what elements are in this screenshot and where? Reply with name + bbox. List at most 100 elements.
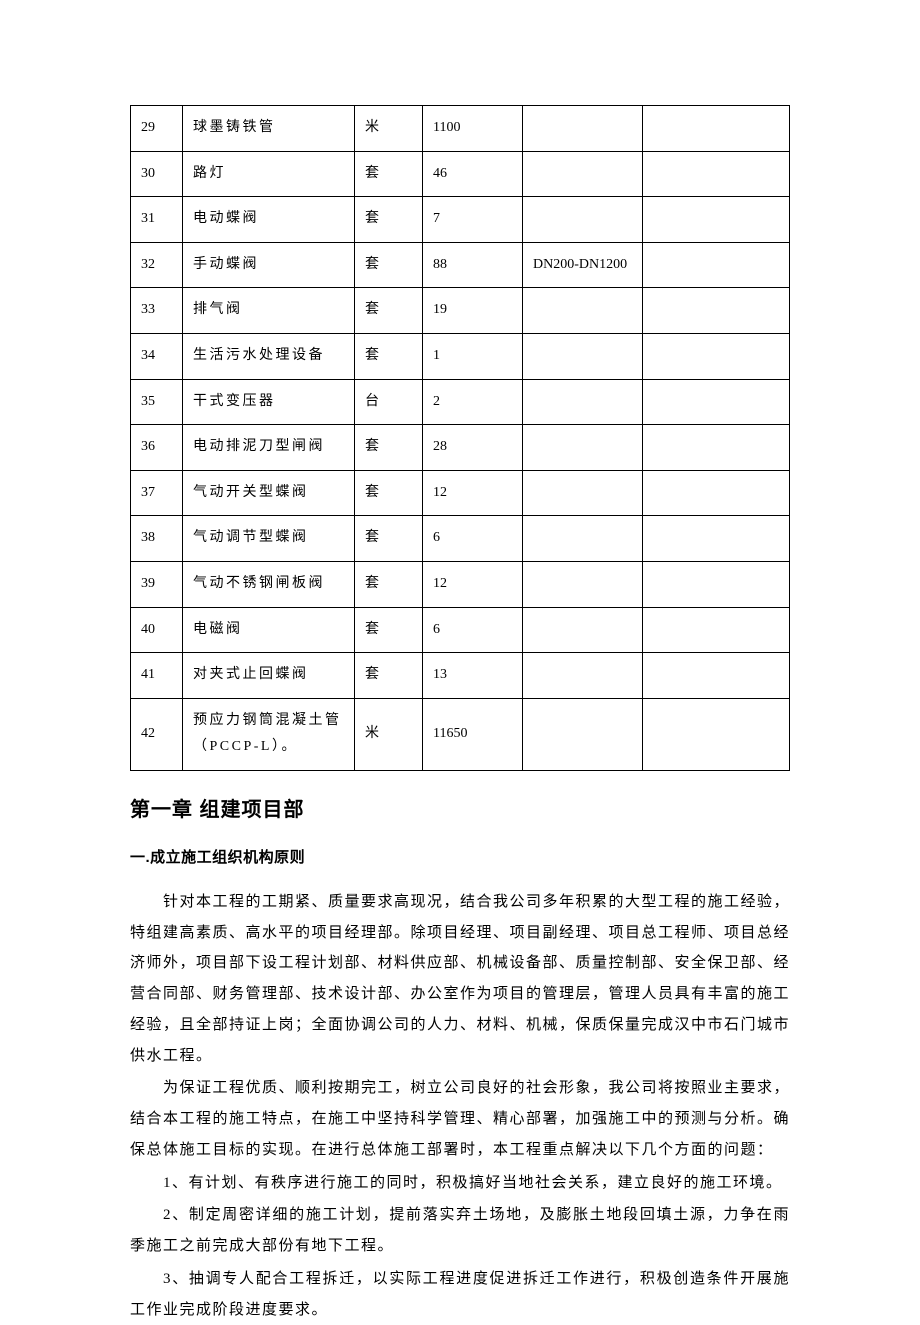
paragraph-5: 3、抽调专人配合工程拆迁，以实际工程进度促进拆迁工作进行，积极创造条件开展施工作… (130, 1264, 790, 1325)
cell-spec (523, 425, 643, 471)
cell-note (643, 379, 790, 425)
cell-note (643, 516, 790, 562)
cell-spec (523, 151, 643, 197)
cell-note (643, 607, 790, 653)
cell-qty: 1 (423, 333, 523, 379)
cell-spec (523, 470, 643, 516)
cell-note (643, 653, 790, 699)
cell-qty: 7 (423, 197, 523, 243)
cell-unit: 套 (355, 470, 423, 516)
cell-spec (523, 698, 643, 770)
cell-qty: 13 (423, 653, 523, 699)
cell-spec (523, 106, 643, 152)
cell-note (643, 470, 790, 516)
cell-unit: 套 (355, 151, 423, 197)
cell-unit: 米 (355, 106, 423, 152)
cell-name: 手动蝶阀 (183, 242, 355, 288)
table-row: 39气动不锈钢闸板阀套12 (131, 561, 790, 607)
cell-name: 气动不锈钢闸板阀 (183, 561, 355, 607)
table-row: 29球墨铸铁管米1100 (131, 106, 790, 152)
cell-unit: 套 (355, 288, 423, 334)
cell-unit: 套 (355, 561, 423, 607)
cell-spec (523, 288, 643, 334)
cell-qty: 19 (423, 288, 523, 334)
table-row: 34生活污水处理设备套1 (131, 333, 790, 379)
table-row: 40电磁阀套6 (131, 607, 790, 653)
cell-unit: 台 (355, 379, 423, 425)
cell-no: 32 (131, 242, 183, 288)
cell-name: 电磁阀 (183, 607, 355, 653)
cell-spec (523, 333, 643, 379)
cell-note (643, 698, 790, 770)
table-row: 37气动开关型蝶阀套12 (131, 470, 790, 516)
cell-note (643, 197, 790, 243)
cell-spec (523, 379, 643, 425)
section-title: 一.成立施工组织机构原则 (130, 846, 790, 867)
table-row: 41对夹式止回蝶阀套13 (131, 653, 790, 699)
cell-no: 33 (131, 288, 183, 334)
cell-note (643, 425, 790, 471)
cell-name: 气动开关型蝶阀 (183, 470, 355, 516)
cell-qty: 12 (423, 470, 523, 516)
paragraph-2: 为保证工程优质、顺利按期完工，树立公司良好的社会形象，我公司将按照业主要求，结合… (130, 1073, 790, 1165)
cell-unit: 套 (355, 333, 423, 379)
cell-qty: 88 (423, 242, 523, 288)
paragraph-3: 1、有计划、有秩序进行施工的同时，积极搞好当地社会关系，建立良好的施工环境。 (130, 1168, 790, 1199)
cell-note (643, 151, 790, 197)
cell-note (643, 288, 790, 334)
cell-no: 41 (131, 653, 183, 699)
cell-qty: 46 (423, 151, 523, 197)
cell-name: 生活污水处理设备 (183, 333, 355, 379)
cell-spec (523, 561, 643, 607)
table-row: 30路灯套46 (131, 151, 790, 197)
cell-unit: 套 (355, 516, 423, 562)
cell-note (643, 333, 790, 379)
cell-no: 40 (131, 607, 183, 653)
cell-unit: 套 (355, 607, 423, 653)
cell-no: 30 (131, 151, 183, 197)
cell-spec: DN200-DN1200 (523, 242, 643, 288)
table-row: 33排气阀套19 (131, 288, 790, 334)
cell-unit: 套 (355, 197, 423, 243)
paragraph-1: 针对本工程的工期紧、质量要求高现况，结合我公司多年积累的大型工程的施工经验，特组… (130, 887, 790, 1072)
cell-unit: 套 (355, 425, 423, 471)
cell-no: 31 (131, 197, 183, 243)
cell-no: 39 (131, 561, 183, 607)
cell-no: 36 (131, 425, 183, 471)
cell-note (643, 242, 790, 288)
cell-name: 路灯 (183, 151, 355, 197)
chapter-title: 第一章 组建项目部 (130, 793, 790, 822)
cell-qty: 6 (423, 516, 523, 562)
cell-no: 42 (131, 698, 183, 770)
cell-unit: 套 (355, 653, 423, 699)
cell-name: 电动排泥刀型闸阀 (183, 425, 355, 471)
cell-qty: 2 (423, 379, 523, 425)
cell-spec (523, 653, 643, 699)
cell-no: 34 (131, 333, 183, 379)
cell-name: 球墨铸铁管 (183, 106, 355, 152)
cell-spec (523, 197, 643, 243)
cell-name: 电动蝶阀 (183, 197, 355, 243)
cell-unit: 米 (355, 698, 423, 770)
cell-name: 干式变压器 (183, 379, 355, 425)
cell-qty: 11650 (423, 698, 523, 770)
cell-qty: 6 (423, 607, 523, 653)
cell-no: 35 (131, 379, 183, 425)
table-row: 36电动排泥刀型闸阀套28 (131, 425, 790, 471)
cell-spec (523, 607, 643, 653)
cell-no: 38 (131, 516, 183, 562)
paragraph-4: 2、制定周密详细的施工计划，提前落实弃土场地，及膨胀土地段回填土源，力争在雨季施… (130, 1200, 790, 1262)
cell-qty: 28 (423, 425, 523, 471)
cell-name: 气动调节型蝶阀 (183, 516, 355, 562)
cell-no: 29 (131, 106, 183, 152)
table-row: 42预应力钢筒混凝土管（PCCP-L）。米11650 (131, 698, 790, 770)
cell-name: 对夹式止回蝶阀 (183, 653, 355, 699)
table-row: 35干式变压器台2 (131, 379, 790, 425)
cell-note (643, 561, 790, 607)
cell-qty: 1100 (423, 106, 523, 152)
table-row: 31电动蝶阀套7 (131, 197, 790, 243)
table-row: 32手动蝶阀套88DN200-DN1200 (131, 242, 790, 288)
cell-unit: 套 (355, 242, 423, 288)
cell-spec (523, 516, 643, 562)
cell-name: 预应力钢筒混凝土管（PCCP-L）。 (183, 698, 355, 770)
